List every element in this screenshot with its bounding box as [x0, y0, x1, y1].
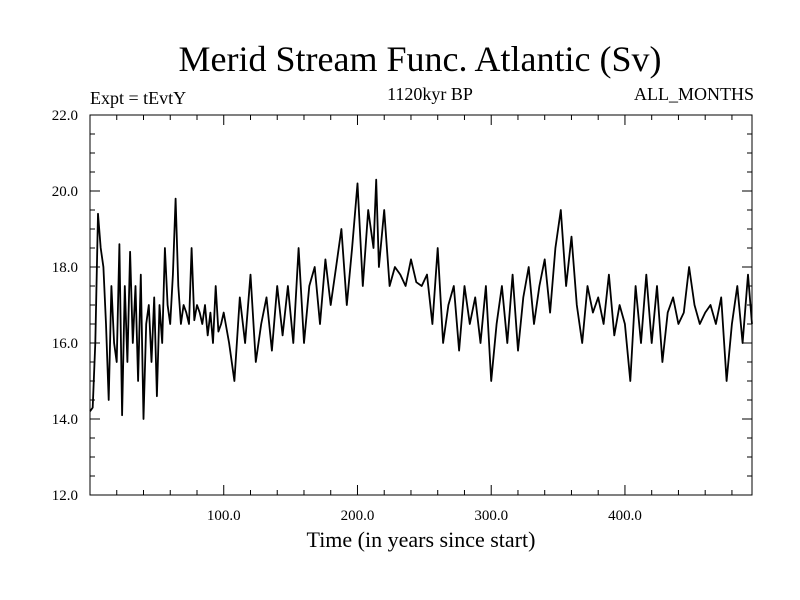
y-tick-label: 22.0: [52, 108, 78, 124]
x-tick-label: 200.0: [341, 508, 375, 524]
y-tick-label: 14.0: [52, 412, 78, 428]
chart-title: Merid Stream Func. Atlantic (Sv): [178, 39, 662, 79]
x-tick-label: 100.0: [207, 508, 241, 524]
y-tick-label: 12.0: [52, 488, 78, 504]
y-tick-label: 18.0: [52, 260, 78, 276]
x-tick-label: 300.0: [474, 508, 508, 524]
x-axis-label: Time (in years since start): [306, 527, 536, 552]
y-tick-label: 16.0: [52, 336, 78, 352]
period-label: 1120kyr BP: [387, 84, 473, 104]
months-label: ALL_MONTHS: [634, 84, 754, 104]
x-tick-label: 400.0: [608, 508, 642, 524]
experiment-label: Expt = tEvtY: [90, 88, 187, 108]
series-line: [89, 178, 753, 420]
tick-labels: 12.0 14.0 16.0 18.0 20.0 22.0 100.0 200.0 300.0 4…: [52, 108, 642, 524]
y-tick-label: 20.0: [52, 184, 78, 200]
